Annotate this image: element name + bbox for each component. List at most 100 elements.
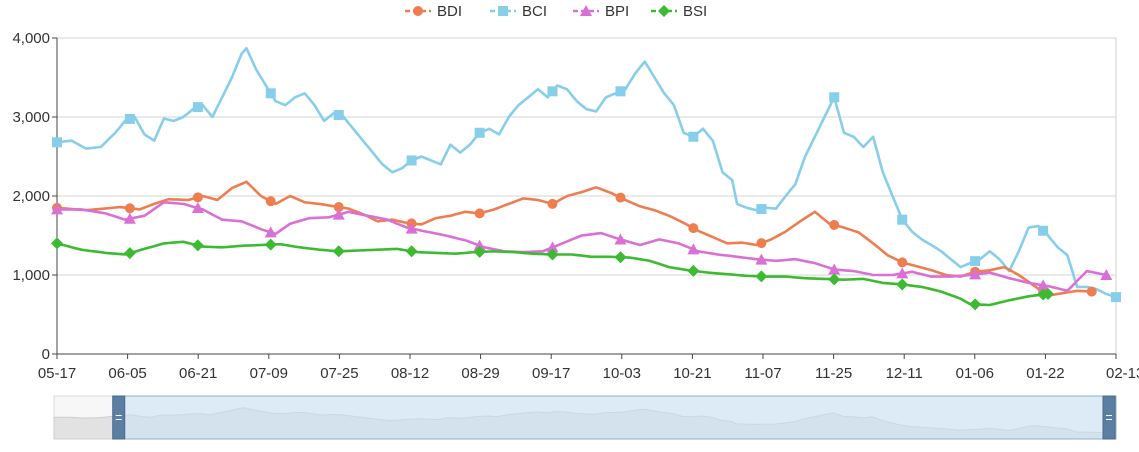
- data-point[interactable]: [755, 253, 768, 265]
- data-point[interactable]: [546, 248, 559, 261]
- data-point[interactable]: [474, 208, 485, 219]
- data-point[interactable]: [969, 298, 982, 311]
- data-point[interactable]: [829, 92, 840, 103]
- data-point[interactable]: [546, 241, 559, 253]
- data-point[interactable]: [828, 263, 841, 275]
- data-point[interactable]: [756, 204, 767, 215]
- series-line[interactable]: [56, 180, 1092, 297]
- data-point[interactable]: [52, 137, 62, 148]
- data-point[interactable]: [828, 273, 841, 286]
- navigator-selected-range[interactable]: [117, 395, 1117, 440]
- legend-label: BPI: [605, 3, 629, 20]
- x-tick-label: 05-17: [38, 365, 76, 382]
- legend-label: BCI: [522, 3, 547, 20]
- y-tick-label: 2,000: [12, 188, 50, 205]
- data-point[interactable]: [615, 86, 626, 97]
- data-point[interactable]: [897, 257, 908, 268]
- data-point[interactable]: [264, 238, 277, 251]
- data-point[interactable]: [1037, 279, 1050, 291]
- data-point[interactable]: [756, 238, 767, 249]
- series-group: [51, 47, 1121, 311]
- legend[interactable]: BDI BCI BPI BSI: [405, 3, 707, 20]
- x-tick-label: 12-11: [886, 365, 923, 382]
- data-point[interactable]: [123, 247, 136, 260]
- data-point[interactable]: [687, 243, 700, 255]
- legend-marker: [658, 5, 670, 17]
- x-tick-label: 01-22: [1026, 365, 1064, 382]
- navigator-handle-left[interactable]: [112, 395, 126, 440]
- x-tick-label: 07-09: [250, 365, 288, 382]
- data-point[interactable]: [688, 131, 699, 142]
- data-point[interactable]: [970, 256, 981, 267]
- series-line[interactable]: [57, 201, 1107, 293]
- series-bci: [52, 47, 1121, 303]
- data-point[interactable]: [897, 214, 908, 225]
- data-point[interactable]: [124, 113, 135, 124]
- data-point[interactable]: [474, 127, 485, 138]
- data-point[interactable]: [51, 237, 63, 250]
- legend-item-bci[interactable]: BCI: [490, 3, 547, 20]
- legend-item-bsi[interactable]: BSI: [651, 3, 707, 20]
- data-point[interactable]: [1038, 225, 1049, 236]
- y-tick-label: 0: [42, 346, 50, 363]
- y-tick-label: 1,000: [12, 267, 50, 284]
- data-point[interactable]: [755, 270, 768, 283]
- x-tick-label: 06-05: [108, 365, 146, 382]
- series-line[interactable]: [56, 47, 1117, 299]
- data-point[interactable]: [405, 222, 418, 234]
- data-point[interactable]: [405, 245, 418, 258]
- data-point[interactable]: [547, 86, 558, 97]
- data-point[interactable]: [265, 196, 276, 207]
- data-point[interactable]: [51, 203, 63, 215]
- data-point[interactable]: [829, 219, 840, 230]
- data-point[interactable]: [614, 233, 627, 245]
- data-point[interactable]: [333, 110, 344, 121]
- x-tick-label: 06-21: [179, 365, 217, 382]
- navigator-handle-right[interactable]: [1102, 395, 1116, 440]
- data-point[interactable]: [896, 267, 909, 279]
- data-point[interactable]: [264, 226, 277, 238]
- x-tick-label: 11-25: [815, 365, 852, 382]
- x-axis: 05-17 06-05 06-21 07-09 07-25 08-12 08-29 09-17…: [38, 353, 1139, 382]
- data-point[interactable]: [614, 251, 627, 264]
- data-point[interactable]: [687, 264, 700, 277]
- legend-marker: [413, 6, 423, 16]
- data-point[interactable]: [969, 268, 982, 280]
- data-point[interactable]: [1100, 269, 1113, 280]
- legend-item-bpi[interactable]: BPI: [573, 3, 629, 20]
- legend-label: BSI: [683, 3, 707, 20]
- data-point[interactable]: [192, 102, 203, 113]
- data-point[interactable]: [124, 203, 135, 214]
- x-tick-label: 11-07: [744, 365, 781, 382]
- y-tick-label: 4,000: [12, 30, 50, 47]
- data-point[interactable]: [688, 223, 699, 234]
- range-navigator[interactable]: [53, 395, 1117, 440]
- data-point[interactable]: [123, 212, 136, 224]
- data-point[interactable]: [896, 278, 909, 291]
- data-point[interactable]: [191, 239, 204, 252]
- legend-item-bdi[interactable]: BDI: [405, 3, 462, 20]
- data-point[interactable]: [547, 198, 558, 209]
- data-point[interactable]: [191, 202, 204, 214]
- data-point[interactable]: [615, 192, 626, 203]
- x-tick-label: 10-03: [603, 365, 641, 382]
- data-point[interactable]: [1111, 292, 1121, 303]
- x-tick-label: 01-06: [956, 365, 994, 382]
- series-bsi: [51, 237, 1054, 311]
- x-tick-label: 02-13: [1106, 365, 1139, 382]
- data-point[interactable]: [406, 155, 417, 166]
- data-point[interactable]: [473, 245, 486, 258]
- x-tick-label: 08-12: [391, 365, 429, 382]
- data-point[interactable]: [192, 192, 203, 203]
- data-point[interactable]: [265, 88, 276, 99]
- data-point[interactable]: [332, 208, 345, 220]
- data-point[interactable]: [1041, 287, 1054, 300]
- data-point[interactable]: [1086, 286, 1097, 297]
- legend-label: BDI: [437, 3, 462, 20]
- data-point[interactable]: [333, 202, 344, 213]
- data-point[interactable]: [332, 245, 345, 258]
- y-axis: 0 1,000 2,000 3,000 4,000: [12, 30, 58, 363]
- data-point[interactable]: [473, 239, 486, 251]
- y-tick-label: 3,000: [12, 109, 50, 126]
